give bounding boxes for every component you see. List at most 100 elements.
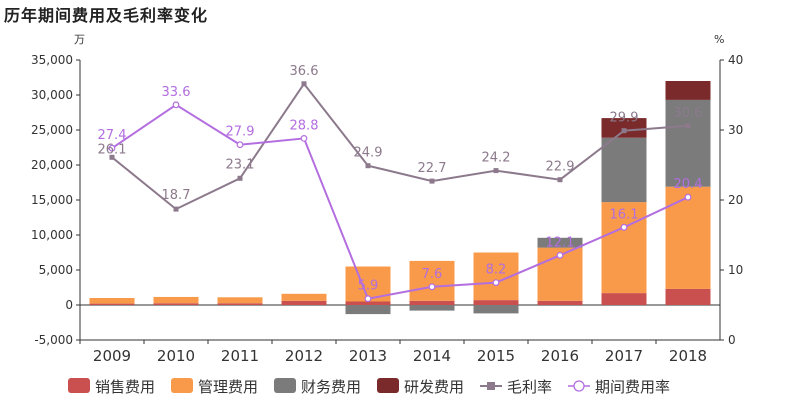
point-期间费用率 (300, 134, 308, 142)
data-label-毛利率: 18.7 (162, 188, 191, 203)
lines-group (108, 81, 692, 303)
legend-label-销售费用: 销售费用 (95, 378, 155, 396)
axes-group: -5,000 0 5,000 10,000 15,000 20,000 25,000 30,0… (31, 53, 743, 365)
bar-销售费用-2010 (153, 303, 199, 305)
bar-管理费用-2010 (153, 296, 199, 304)
legend-item-期间费用率: 期间费用率 (568, 378, 670, 396)
legend-item-销售费用: 销售费用 (68, 378, 155, 396)
bar-管理费用-2012 (281, 293, 327, 301)
right-tick-label: 40 (728, 53, 743, 67)
point-期间费用率 (556, 251, 564, 259)
bar-销售费用-2009 (89, 303, 135, 305)
data-label-期间费用率: 27.9 (226, 125, 255, 140)
bars-group (89, 81, 711, 315)
legend-label-毛利率: 毛利率 (507, 378, 552, 396)
point-毛利率 (429, 178, 435, 184)
data-label-期间费用率: 16.1 (610, 207, 639, 222)
legend-label-期间费用率: 期间费用率 (595, 378, 670, 396)
legend-swatch-销售费用 (68, 378, 90, 393)
point-毛利率 (493, 168, 499, 174)
data-label-期间费用率: 28.8 (290, 118, 319, 133)
bar-管理费用-2014 (409, 260, 455, 301)
left-tick-label: 10,000 (31, 228, 73, 242)
point-期间费用率 (428, 283, 436, 291)
legend-marker-毛利率 (487, 382, 495, 390)
data-label-毛利率: 24.9 (354, 146, 383, 161)
bar-财务费用-2016 (537, 237, 583, 248)
bar-财务费用-2015 (473, 305, 519, 314)
left-tick-label: 20,000 (31, 158, 73, 172)
data-label-毛利率: 22.7 (418, 161, 447, 176)
point-毛利率 (173, 206, 179, 212)
point-毛利率 (557, 177, 563, 183)
data-label-期间费用率: 33.6 (162, 85, 191, 100)
legend-item-管理费用: 管理费用 (171, 378, 258, 396)
point-毛利率 (365, 163, 371, 169)
point-期间费用率 (236, 141, 244, 149)
point-毛利率 (685, 123, 691, 129)
x-tick-label: 2014 (413, 347, 451, 365)
right-tick-label: 20 (728, 193, 743, 207)
point-毛利率 (109, 154, 115, 160)
line-期间费用率 (111, 103, 689, 300)
left-tick-label: 5,000 (39, 263, 73, 277)
legend-swatch-管理费用 (171, 378, 193, 393)
point-期间费用率 (684, 193, 692, 201)
bar-财务费用-2017 (601, 137, 647, 203)
left-tick-label: 35,000 (31, 53, 73, 67)
point-期间费用率 (364, 295, 372, 303)
data-label-期间费用率: 20.4 (674, 177, 703, 192)
x-tick-label: 2011 (221, 347, 259, 365)
right-tick-label: 0 (728, 333, 736, 347)
legend-marker-期间费用率 (573, 380, 585, 392)
data-label-期间费用率: 8.2 (486, 263, 507, 278)
point-毛利率 (237, 175, 243, 181)
right-axis-unit: % (714, 33, 724, 46)
x-tick-label: 2016 (541, 347, 579, 365)
legend-label-研发费用: 研发费用 (404, 378, 464, 396)
x-tick-label: 2015 (477, 347, 515, 365)
data-label-期间费用率: 7.6 (422, 267, 443, 282)
data-label-毛利率: 36.6 (290, 64, 319, 79)
right-tick-label: 30 (728, 123, 743, 137)
data-label-期间费用率: 12.1 (546, 235, 575, 250)
point-毛利率 (621, 128, 627, 134)
bar-研发费用-2018 (665, 81, 711, 100)
x-tick-label: 2010 (157, 347, 195, 365)
point-期间费用率 (172, 101, 180, 109)
legend: 销售费用 管理费用 财务费用 研发费用 毛利率 期间费用率 (68, 378, 670, 396)
point-期间费用率 (108, 144, 116, 152)
legend-swatch-研发费用 (377, 378, 399, 393)
left-tick-label: 25,000 (31, 123, 73, 137)
legend-label-管理费用: 管理费用 (198, 378, 258, 396)
data-labels-group: 26.1 18.7 23.1 36.6 24.9 22.7 24.2 22.9 29.9 30.6… (98, 64, 703, 294)
x-tick-label: 2013 (349, 347, 387, 365)
legend-item-财务费用: 财务费用 (274, 378, 361, 396)
legend-item-研发费用: 研发费用 (377, 378, 464, 396)
bar-销售费用-2017 (601, 293, 647, 305)
data-label-毛利率: 23.1 (226, 157, 255, 172)
legend-swatch-财务费用 (274, 378, 296, 393)
bar-销售费用-2014 (409, 300, 455, 305)
legend-item-毛利率: 毛利率 (480, 378, 552, 396)
left-tick-label: 0 (65, 298, 73, 312)
data-label-期间费用率: 5.9 (358, 279, 379, 294)
data-label-毛利率: 29.9 (610, 111, 639, 126)
bar-销售费用-2015 (473, 300, 519, 305)
point-期间费用率 (620, 223, 628, 231)
bar-销售费用-2011 (217, 303, 263, 305)
x-tick-label: 2017 (605, 347, 643, 365)
x-tick-label: 2018 (669, 347, 707, 365)
data-label-毛利率: 30.6 (674, 106, 703, 121)
x-tick-label: 2012 (285, 347, 323, 365)
bar-销售费用-2018 (665, 288, 711, 305)
line-毛利率 (111, 82, 689, 211)
data-label-期间费用率: 27.4 (98, 128, 127, 143)
bar-管理费用-2018 (665, 186, 711, 289)
x-tick-label: 2009 (93, 347, 131, 365)
bar-销售费用-2012 (281, 300, 327, 305)
chart-title: 历年期间费用及毛利率变化 (4, 6, 209, 25)
left-axis-unit: 万 (74, 33, 85, 46)
left-tick-label: 15,000 (31, 193, 73, 207)
